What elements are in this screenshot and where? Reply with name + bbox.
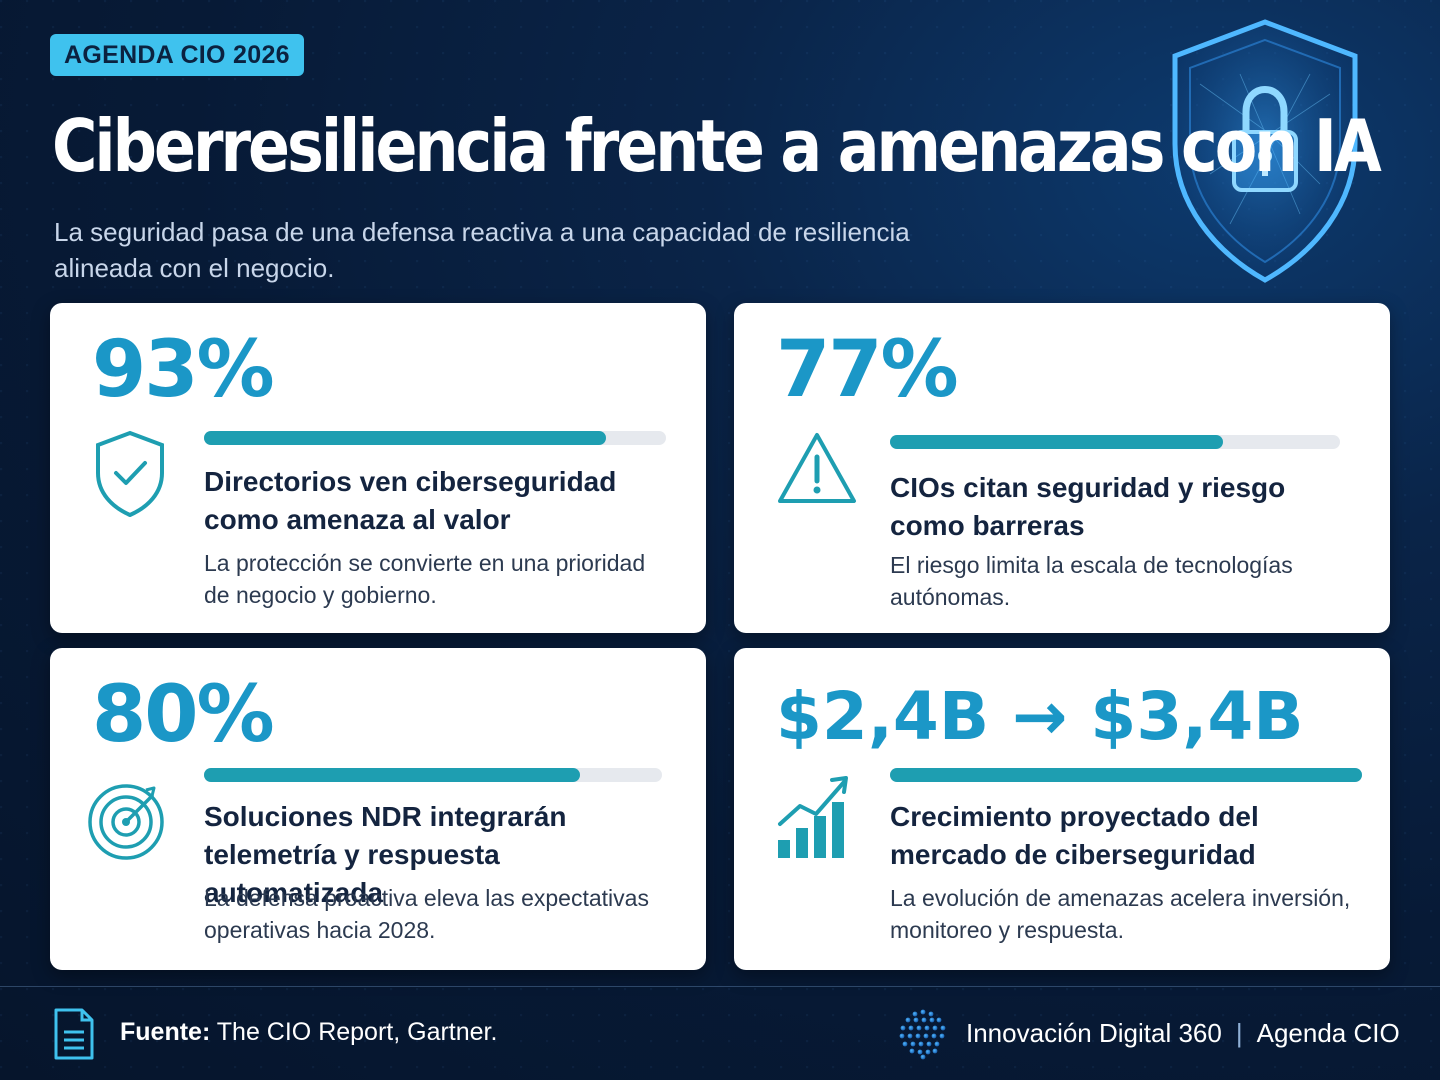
card-description: La evolución de amenazas acelera inversi… <box>890 885 1351 943</box>
stat-card-market: $2,4B → $3,4B Crecimiento proyectado del… <box>734 648 1390 970</box>
shield-lock-icon <box>1172 19 1358 283</box>
stat-value: 93% <box>92 325 275 415</box>
progress-bar-fill <box>204 431 606 445</box>
warning-icon <box>778 433 856 503</box>
stat-card-boards: 93% Directorios ven ciberseguridad como … <box>50 303 706 633</box>
page-subtitle: La seguridad pasa de una defensa reactiv… <box>54 217 910 283</box>
progress-bar-fill <box>890 435 1223 449</box>
progress-bar <box>890 435 1340 449</box>
brand-footer: Innovación Digital 360 | Agenda CIO <box>966 1018 1400 1049</box>
card-description: El riesgo limita la escala de tecnología… <box>890 552 1293 610</box>
progress-bar <box>890 768 1362 782</box>
progress-bar <box>204 768 662 782</box>
stat-value: 77% <box>776 325 959 415</box>
card-description: La protección se convierte en una priori… <box>204 550 646 608</box>
card-heading: Soluciones NDR integrarán telemetría y r… <box>204 801 567 908</box>
progress-bar-fill <box>890 768 1362 782</box>
card-heading: CIOs citan seguridad y riesgo como barre… <box>890 472 1286 541</box>
page-title: Ciberresiliencia frente a amenazas con I… <box>52 104 1382 188</box>
card-heading: Directorios ven ciberseguridad como amen… <box>204 466 617 535</box>
target-icon <box>88 784 164 860</box>
stat-card-ndr: 80% Soluciones NDR integrarán telemetría… <box>50 648 706 970</box>
globe-icon <box>899 1009 946 1060</box>
shield-check-icon <box>96 430 164 517</box>
progress-bar-fill <box>204 768 580 782</box>
growth-chart-icon <box>778 776 848 858</box>
footer-divider <box>0 986 1440 987</box>
progress-bar <box>204 431 666 445</box>
stat-value: $2,4B → $3,4B <box>776 678 1304 755</box>
brand-section: Agenda CIO <box>1256 1018 1400 1048</box>
stat-value: 80% <box>92 670 275 760</box>
card-heading: Crecimiento proyectado del mercado de ci… <box>890 801 1259 870</box>
source-label: Fuente: <box>120 1018 211 1046</box>
card-description: La defensa proactiva eleva las expectati… <box>204 885 649 943</box>
source-value: The CIO Report, Gartner. <box>210 1018 498 1046</box>
brand-separator: | <box>1235 1018 1243 1048</box>
agenda-badge: AGENDA CIO 2026 <box>50 34 304 76</box>
document-icon <box>54 1008 94 1060</box>
source-text: Fuente: The CIO Report, Gartner. <box>120 1018 497 1047</box>
stat-card-cios: 77% CIOs citan seguridad y riesgo como b… <box>734 303 1390 633</box>
brand-name: Innovación Digital 360 <box>966 1018 1222 1048</box>
